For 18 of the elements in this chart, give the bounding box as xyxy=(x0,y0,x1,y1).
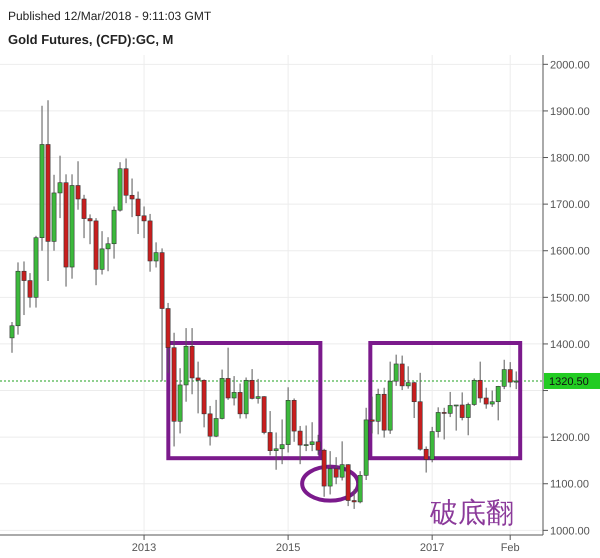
y-tick-label: 1200.00 xyxy=(550,432,590,444)
y-tick-label: 1800.00 xyxy=(550,152,590,165)
y-tick-label: 1900.00 xyxy=(550,106,590,118)
y-tick-label: 1100.00 xyxy=(550,478,589,491)
y-tick-label: 1700.00 xyxy=(550,199,590,212)
x-tick-label: 2017 xyxy=(420,542,444,554)
ref-line-label: 1320.50 xyxy=(549,376,589,388)
annotation: 破底翻 xyxy=(429,498,514,529)
y-tick-label: 1600.00 xyxy=(550,246,590,258)
x-tick-label: 2015 xyxy=(276,542,300,554)
chart-title: Gold Futures, (CFD):GC, M xyxy=(8,32,174,47)
y-tick-label: 1400.00 xyxy=(550,338,590,351)
y-tick-label: 2000.00 xyxy=(550,59,590,72)
y-tick-label: 1500.00 xyxy=(550,292,590,304)
x-tick-label: Feb xyxy=(500,542,520,554)
text: Published 12/Mar/2018 - 9:11:03 GMT xyxy=(8,9,212,23)
y-tick-label: 1000.00 xyxy=(550,525,590,538)
x-tick-label: 2013 xyxy=(132,542,156,554)
